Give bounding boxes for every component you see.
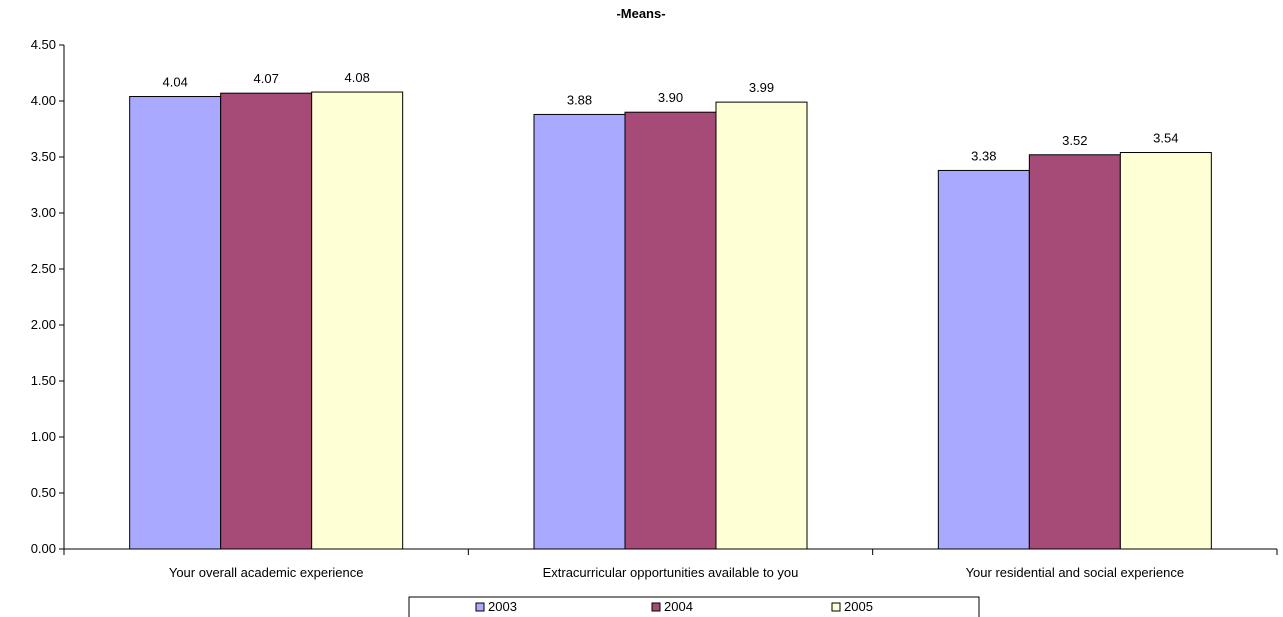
y-tick-label: 1.50: [31, 373, 56, 388]
y-tick-label: 2.50: [31, 261, 56, 276]
x-category-label: Extracurricular opportunities available …: [543, 565, 799, 580]
bar-2005-1: [715, 101, 808, 550]
y-tick-label: 0.00: [31, 541, 56, 556]
data-label: 4.07: [254, 71, 279, 86]
legend-box: [408, 596, 980, 617]
legend-swatch-2003: [475, 602, 485, 612]
bar-2005-2: [1119, 152, 1212, 550]
bar-2003-2: [937, 169, 1030, 550]
bar-2003-1: [533, 113, 626, 550]
data-label: 3.38: [971, 148, 996, 163]
legend-swatch-2004: [651, 602, 661, 612]
data-label: 3.54: [1153, 131, 1178, 146]
bars: 4.04 3.88 3.38 4.07 3.90 3.52 4.08 3.99 3.54: [129, 70, 1212, 550]
bar-2004-2: [1028, 154, 1121, 550]
bar-2004-1: [624, 111, 717, 550]
data-label: 3.99: [749, 80, 774, 95]
bar-2004-0: [220, 92, 313, 550]
data-label: 3.52: [1062, 133, 1087, 148]
y-tick-label: 0.50: [31, 485, 56, 500]
legend-label-2003: 2003: [488, 599, 517, 614]
data-label: 3.90: [658, 90, 683, 105]
legend-label-2005: 2005: [844, 599, 873, 614]
legend: 2003 2004 2005: [408, 596, 980, 617]
legend-label-2004: 2004: [664, 599, 693, 614]
bar-2005-0: [311, 91, 404, 550]
legend-swatch-2005: [831, 602, 841, 612]
bar-2003-0: [129, 96, 222, 550]
x-category-label: Your residential and social experience: [966, 565, 1185, 580]
y-tick-label: 3.50: [31, 149, 56, 164]
y-tick-label: 1.00: [31, 429, 56, 444]
y-tick-label: 4.00: [31, 93, 56, 108]
x-category-label: Your overall academic experience: [169, 565, 364, 580]
data-label: 4.04: [163, 75, 188, 90]
data-label: 3.88: [567, 92, 592, 107]
y-tick-label: 2.00: [31, 317, 56, 332]
data-label: 4.08: [345, 70, 370, 85]
y-tick-label: 3.00: [31, 205, 56, 220]
axes: 0.00 0.50 1.00 1.50 2.00 2.50 3.00 3.50 4.00 4.50…: [31, 37, 1278, 580]
chart-title: -Means-: [616, 6, 665, 21]
y-tick-label: 4.50: [31, 37, 56, 52]
